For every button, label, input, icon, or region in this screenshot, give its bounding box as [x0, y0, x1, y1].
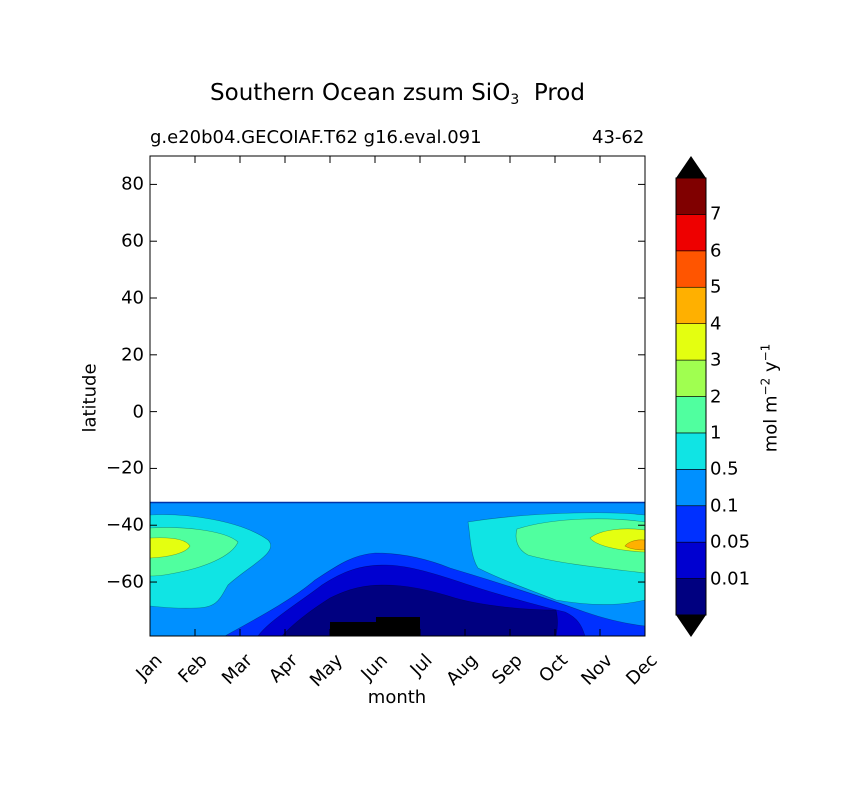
colorbar-tick-label: 5	[710, 276, 722, 298]
colorbar-under-triangle	[676, 615, 706, 637]
colorbar-frame	[675, 177, 707, 616]
y-tick-label: 80	[121, 173, 144, 195]
y-tick-label: 0	[132, 401, 144, 423]
colorbar-tick-label: 3	[710, 349, 722, 371]
colorbar-band-5	[675, 396, 707, 434]
colorbar-tick-label: 1	[710, 422, 722, 444]
y-tick-label: 40	[121, 287, 144, 309]
below-range-region-jul	[376, 617, 420, 636]
y-tick-label: 20	[121, 344, 144, 366]
colorbar-band-11	[675, 177, 707, 215]
chart-title: Southern Ocean zsum SiO3 Prod	[210, 80, 585, 108]
colorbar-band-4	[675, 432, 707, 470]
y-axis-label: latitude	[79, 363, 101, 433]
colorbar-band-3	[675, 469, 707, 507]
contour-region-5	[150, 537, 191, 559]
colorbar-band-1	[675, 541, 707, 579]
y-tick-label: −20	[106, 457, 144, 479]
plot-frame	[149, 155, 646, 637]
colorbar-tick-label: 0.05	[710, 531, 751, 553]
colorbar-band-7	[675, 323, 707, 361]
colorbar-tick-label: 0.01	[710, 568, 751, 590]
contour-fill	[150, 501, 645, 636]
colorbar-tick-label: 6	[710, 240, 722, 262]
y-tick-marks	[150, 183, 645, 583]
colorbar-band-2	[675, 505, 707, 543]
y-tick-label: 60	[121, 230, 144, 252]
year-range: 43-62	[592, 127, 645, 148]
colorbar-band-6	[675, 359, 707, 397]
below-range-region-jun	[330, 622, 376, 636]
x-tick-marks	[149, 156, 646, 636]
y-tick-label: −40	[106, 514, 144, 536]
colorbar-tick-label: 7	[710, 203, 722, 225]
colorbar-tick-label: 0.5	[710, 458, 739, 480]
colorbar-tick-label: 0.1	[710, 495, 739, 517]
colorbar-band-8	[675, 286, 707, 324]
colorbar-label: mol m−2 y−1	[758, 343, 782, 453]
y-tick-label: −60	[106, 571, 144, 593]
contour-region-7	[624, 539, 645, 551]
colorbar-band-10	[675, 214, 707, 252]
colorbar-tick-label: 4	[710, 313, 722, 335]
x-axis-label: month	[367, 687, 427, 708]
run-name: g.e20b04.GECOIAF.T62 g16.eval.091	[150, 127, 482, 148]
colorbar	[675, 156, 707, 637]
colorbar-tick-label: 2	[710, 386, 722, 407]
colorbar-band-0	[675, 578, 707, 616]
colorbar-band-9	[675, 250, 707, 288]
colorbar-over-triangle	[676, 156, 706, 178]
